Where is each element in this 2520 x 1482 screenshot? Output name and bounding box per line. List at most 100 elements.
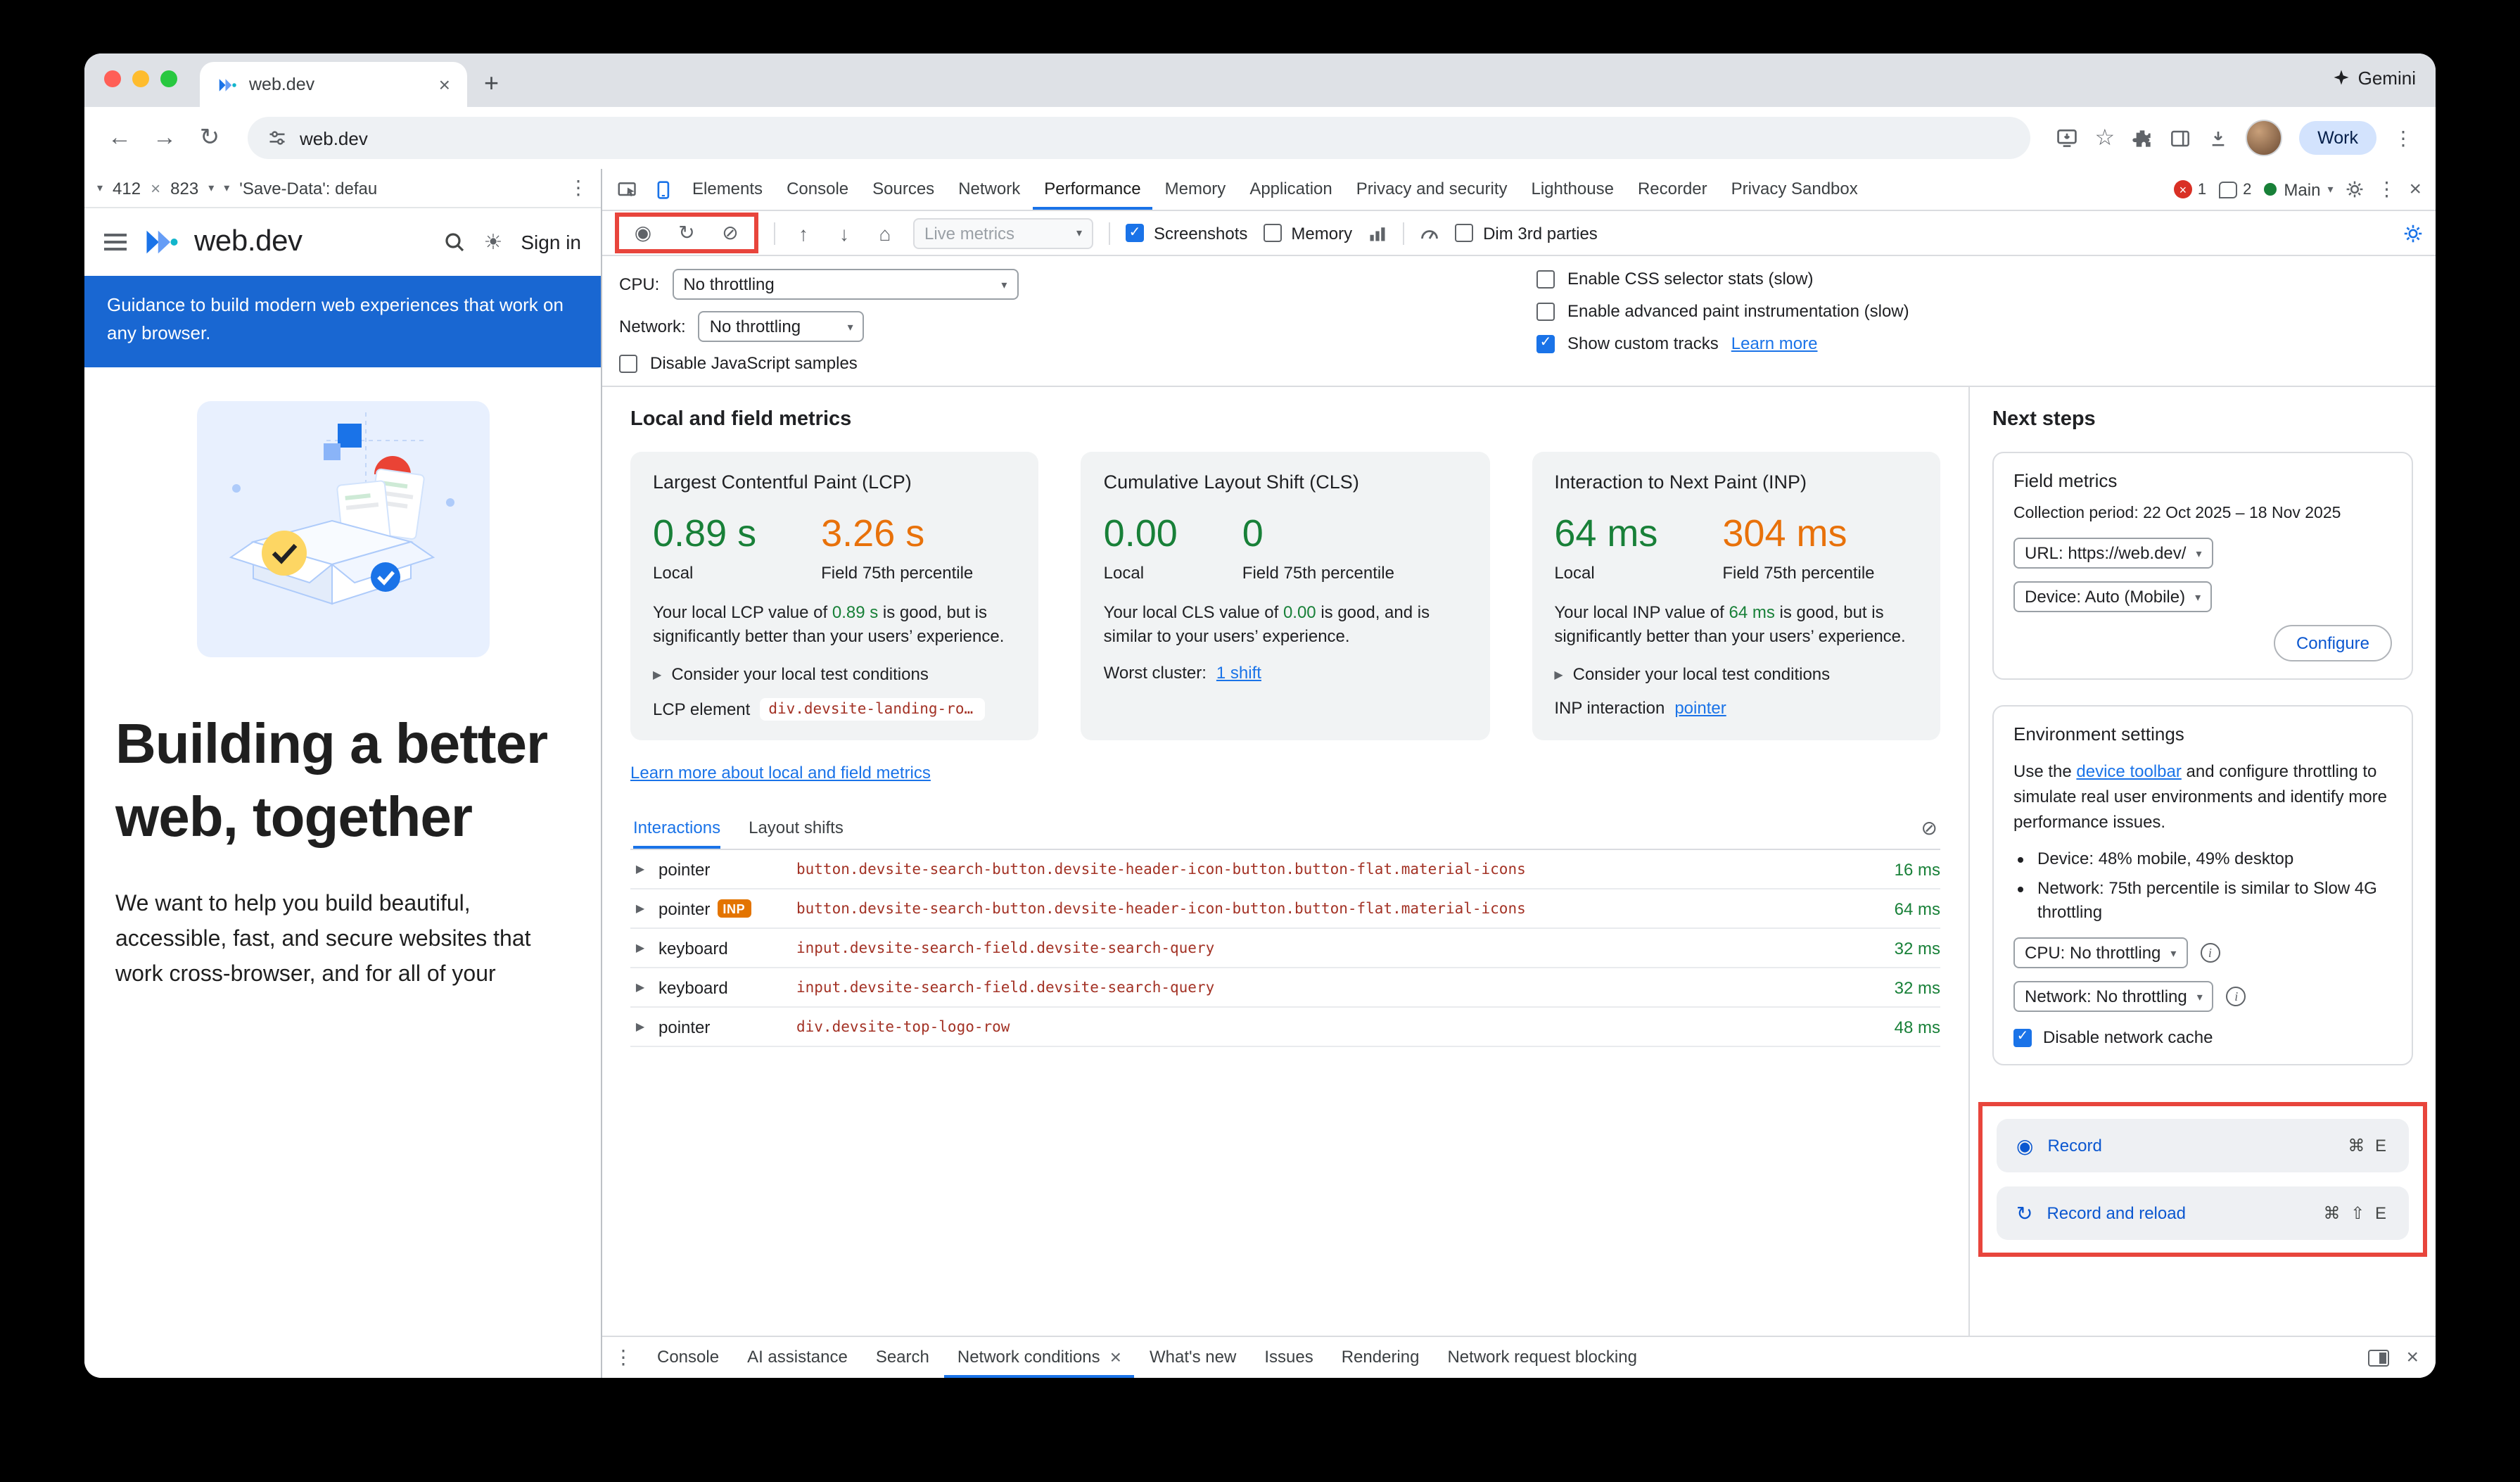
site-settings-icon[interactable]	[267, 128, 287, 148]
drawer-tab-whats-new[interactable]: What's new	[1150, 1346, 1237, 1366]
tab-performance[interactable]: Performance	[1033, 169, 1152, 210]
drawer-tab-issues[interactable]: Issues	[1264, 1346, 1313, 1366]
viewport-width-field[interactable]: 412	[113, 178, 141, 198]
interaction-row[interactable]: ▶ pointer div.devsite-top-logo-row 48 ms	[630, 1008, 1940, 1048]
tab-lighthouse[interactable]: Lighthouse	[1531, 178, 1614, 198]
tab-privacy-and-security[interactable]: Privacy and security	[1356, 178, 1508, 198]
bookmark-star-icon[interactable]: ☆	[2094, 127, 2115, 151]
new-tab-button[interactable]: +	[484, 69, 499, 97]
css-selector-stats-checkbox[interactable]: Enable CSS selector stats (slow)	[1536, 269, 2419, 289]
device-type-dropdown-icon[interactable]: ▾	[97, 182, 103, 194]
close-window-button[interactable]	[104, 70, 121, 87]
row-expander-icon[interactable]: ▶	[635, 1020, 645, 1034]
history-dropdown[interactable]: Live metrics ▾	[913, 217, 1093, 248]
cls-worst-cluster-link[interactable]: 1 shift	[1216, 663, 1261, 683]
sign-in-button[interactable]: Sign in	[521, 231, 581, 253]
interaction-target-link[interactable]: button.devsite-search-button.devsite-hea…	[796, 861, 1526, 878]
close-drawer-tab-icon[interactable]: ×	[1109, 1345, 1122, 1367]
interaction-row[interactable]: ▶ pointer button.devsite-search-button.d…	[630, 851, 1940, 890]
field-url-select[interactable]: URL: https://web.dev/▾	[2013, 538, 2213, 569]
memory-checkbox-box[interactable]	[1263, 224, 1282, 242]
viewport-height-field[interactable]: 823	[170, 178, 199, 198]
devtools-close-icon[interactable]: ×	[2409, 177, 2422, 201]
minimize-window-button[interactable]	[132, 70, 149, 87]
devtools-settings-gear-icon[interactable]	[2346, 180, 2364, 198]
install-app-icon[interactable]	[2055, 127, 2077, 149]
interaction-target-link[interactable]: button.devsite-search-button.devsite-hea…	[796, 900, 1526, 918]
site-brand[interactable]: web.dev	[194, 225, 303, 258]
theme-toggle-icon[interactable]: ☀	[483, 231, 503, 255]
tab-elements[interactable]: Elements	[692, 178, 763, 198]
memory-checkbox[interactable]: Memory	[1263, 223, 1352, 243]
save-data-dropdown[interactable]: 'Save-Data': defau	[239, 178, 378, 198]
custom-tracks-checkbox-box[interactable]	[1536, 334, 1555, 353]
gemini-button[interactable]: Gemini	[2333, 53, 2416, 107]
drawer-tab-rendering[interactable]: Rendering	[1341, 1346, 1420, 1366]
drawer-tab-network-conditions[interactable]: Network conditions ×	[944, 1337, 1135, 1378]
throttling-dropdown-icon[interactable]: ▾	[224, 182, 230, 194]
device-toolbar-more-icon[interactable]: ⋮	[568, 176, 588, 198]
field-device-select[interactable]: Device: Auto (Mobile) ▾	[2013, 581, 2213, 612]
drawer-menu-icon[interactable]: ⋮	[613, 1345, 633, 1368]
cpu-info-icon[interactable]: i	[2200, 943, 2220, 963]
close-tab-icon[interactable]: ×	[438, 73, 450, 96]
performance-settings-gear-icon[interactable]	[2403, 223, 2423, 243]
sidebar-cpu-throttling-select[interactable]: CPU: No throttling ▾	[2013, 937, 2188, 969]
custom-tracks-learn-more-link[interactable]: Learn more	[1731, 334, 1818, 353]
custom-tracks-checkbox[interactable]: Show custom tracks Learn more	[1536, 334, 2419, 353]
profile-avatar[interactable]	[2246, 120, 2283, 156]
webdev-logo-icon[interactable]	[142, 224, 179, 260]
screenshots-checkbox[interactable]: Screenshots	[1126, 223, 1247, 243]
dim-3rd-parties-checkbox[interactable]: Dim 3rd parties	[1455, 223, 1598, 243]
lcp-element-link[interactable]: div.devsite-landing-row-ite…	[760, 698, 986, 721]
disable-network-cache-checkbox[interactable]: Disable network cache	[2013, 1028, 2392, 1048]
row-expander-icon[interactable]: ▶	[635, 902, 645, 916]
dim-3rd-parties-checkbox-box[interactable]	[1455, 224, 1474, 242]
network-info-icon[interactable]: i	[2226, 987, 2246, 1007]
devtools-more-icon[interactable]: ⋮	[2376, 177, 2397, 200]
live-metrics-home-icon[interactable]: ⌂	[879, 222, 891, 244]
tab-sources[interactable]: Sources	[872, 178, 935, 198]
drawer-tab-console[interactable]: Console	[657, 1346, 720, 1366]
disable-network-cache-checkbox-box[interactable]	[2013, 1028, 2032, 1047]
drawer-tab-ai-assistance[interactable]: AI assistance	[747, 1346, 848, 1366]
load-profile-icon[interactable]: ↑	[798, 222, 808, 244]
side-panel-icon[interactable]	[2170, 127, 2191, 148]
message-count[interactable]: 2	[2243, 181, 2252, 198]
error-icon[interactable]: ×	[2173, 180, 2192, 198]
screenshots-checkbox-box[interactable]	[1126, 224, 1144, 242]
tab-privacy-sandbox[interactable]: Privacy Sandbox	[1731, 178, 1858, 198]
disable-js-samples-checkbox-box[interactable]	[619, 354, 637, 372]
record-and-reload-icon[interactable]: ↻	[678, 221, 695, 243]
interaction-row[interactable]: ▶ pointer INP button.devsite-search-butt…	[630, 890, 1940, 930]
tab-interactions[interactable]: Interactions	[633, 809, 721, 849]
tab-console[interactable]: Console	[787, 178, 849, 198]
tab-memory[interactable]: Memory	[1164, 178, 1226, 198]
address-bar[interactable]: web.dev	[248, 117, 2030, 159]
disable-js-samples-checkbox[interactable]: Disable JavaScript samples	[619, 353, 1536, 373]
css-selector-stats-checkbox-box[interactable]	[1536, 270, 1555, 288]
toggle-drawer-layout-icon[interactable]	[2368, 1349, 2390, 1366]
interaction-target-link[interactable]: input.devsite-search-field.devsite-searc…	[796, 939, 1215, 957]
maximize-window-button[interactable]	[160, 70, 177, 87]
paint-instrumentation-checkbox-box[interactable]	[1536, 302, 1555, 320]
error-count[interactable]: 1	[2197, 181, 2207, 198]
sidebar-network-throttling-select[interactable]: Network: No throttling ▾	[2013, 981, 2214, 1013]
paint-instrumentation-checkbox[interactable]: Enable advanced paint instrumentation (s…	[1536, 301, 2419, 321]
row-expander-icon[interactable]: ▶	[635, 863, 645, 876]
zoom-dropdown-icon[interactable]: ▾	[208, 182, 215, 194]
drawer-tab-network-request-blocking[interactable]: Network request blocking	[1447, 1346, 1637, 1366]
clear-icon[interactable]: ⊘	[722, 221, 739, 243]
network-throttle-icon[interactable]	[1368, 223, 1387, 243]
row-expander-icon[interactable]: ▶	[635, 942, 645, 955]
reload-button[interactable]: ↻	[199, 124, 220, 151]
tab-network[interactable]: Network	[958, 178, 1021, 198]
messages-icon[interactable]	[2219, 181, 2238, 198]
tab-layout-shifts[interactable]: Layout shifts	[749, 817, 844, 837]
tab-application[interactable]: Application	[1249, 178, 1332, 198]
network-throttling-select[interactable]: No throttling ▾	[698, 311, 865, 342]
downloads-icon[interactable]	[2208, 127, 2229, 148]
tab-recorder[interactable]: Recorder	[1637, 178, 1707, 198]
context-selector[interactable]: Main ▾	[2264, 179, 2333, 199]
browser-menu-icon[interactable]: ⋮	[2393, 126, 2413, 148]
